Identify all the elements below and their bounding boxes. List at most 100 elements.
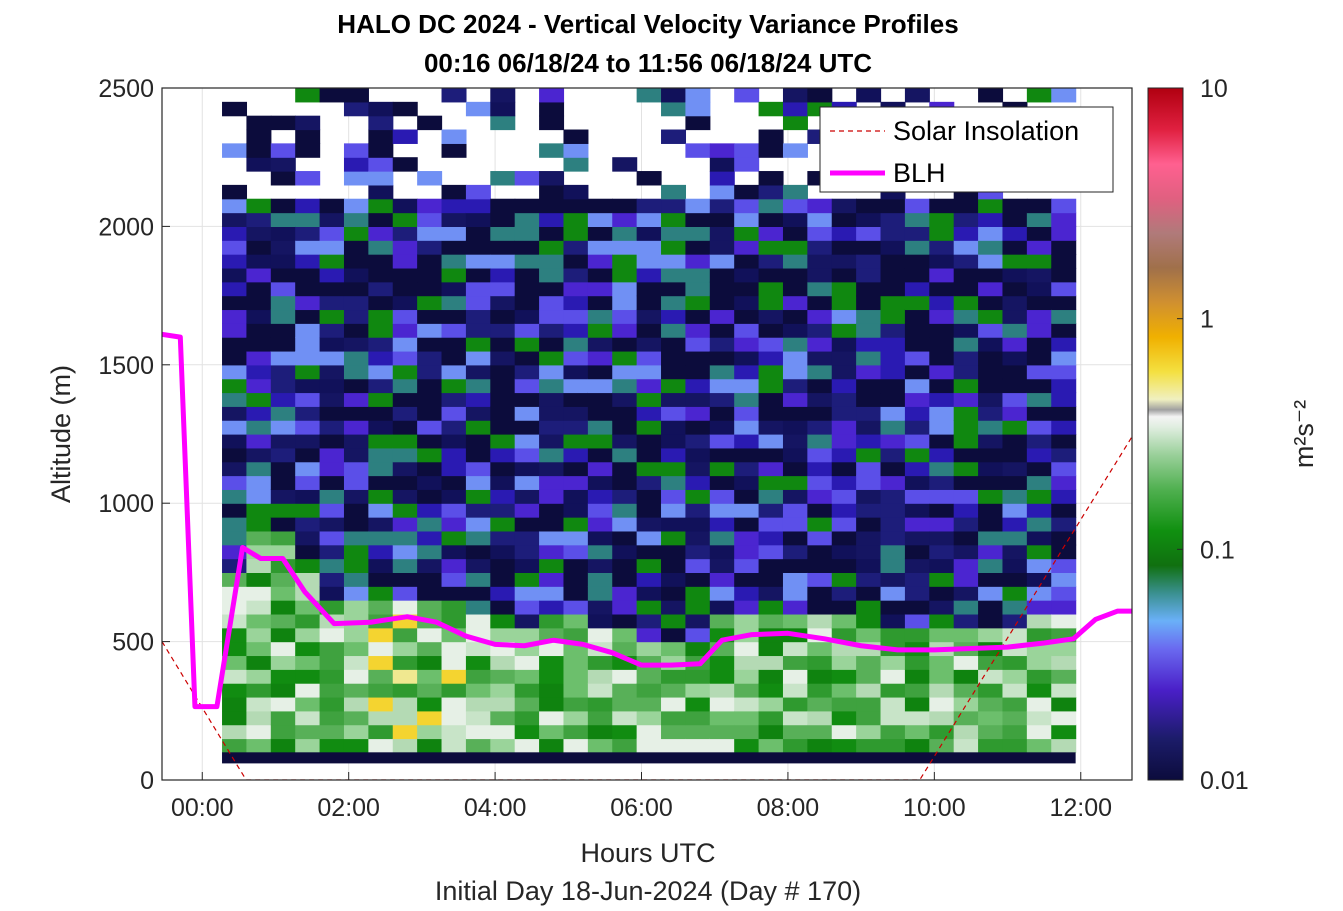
heatmap-cell bbox=[612, 295, 638, 311]
heatmap-cell bbox=[929, 240, 955, 255]
heatmap-cell bbox=[709, 572, 735, 587]
heatmap-cell bbox=[636, 281, 662, 297]
x-axis-label-2: Initial Day 18-Jun-2024 (Day # 170) bbox=[435, 876, 861, 906]
heatmap-cell bbox=[368, 129, 394, 144]
heatmap-cell bbox=[1051, 350, 1077, 366]
heatmap-cell bbox=[734, 724, 760, 740]
heatmap-cell bbox=[295, 350, 321, 366]
heatmap-cell bbox=[270, 212, 296, 227]
heatmap-cell bbox=[758, 226, 784, 241]
heatmap-cell bbox=[368, 240, 394, 255]
heatmap-cell bbox=[270, 281, 296, 297]
heatmap-cell bbox=[246, 683, 272, 698]
heatmap-cell bbox=[636, 489, 662, 504]
heatmap-cell bbox=[392, 447, 418, 463]
x-tick-label: 08:00 bbox=[757, 794, 820, 822]
heatmap-cell bbox=[222, 364, 248, 380]
heatmap-cell bbox=[587, 198, 613, 214]
heatmap-cell bbox=[831, 613, 857, 629]
heatmap-cell bbox=[441, 198, 467, 214]
heatmap-cell bbox=[709, 434, 735, 449]
heatmap-cell bbox=[246, 517, 272, 532]
heatmap-cell bbox=[343, 447, 369, 463]
heatmap-cell bbox=[319, 572, 345, 587]
heatmap-cell bbox=[295, 254, 321, 269]
heatmap-cell bbox=[831, 295, 857, 311]
heatmap-cell bbox=[661, 226, 687, 241]
heatmap-cell bbox=[490, 101, 516, 117]
heatmap-cell bbox=[758, 572, 784, 587]
heatmap-cell bbox=[709, 724, 735, 740]
heatmap-cell bbox=[904, 267, 930, 283]
heatmap-cell bbox=[734, 157, 760, 172]
heatmap-cell bbox=[978, 267, 1004, 283]
heatmap-cell bbox=[587, 544, 613, 560]
heatmap-cell bbox=[709, 683, 735, 698]
heatmap-cell bbox=[856, 517, 882, 532]
heatmap-cell bbox=[490, 544, 516, 560]
heatmap-cell bbox=[539, 226, 565, 241]
heatmap-cell bbox=[758, 212, 784, 227]
heatmap-cell bbox=[246, 475, 272, 490]
heatmap-cell bbox=[685, 226, 711, 241]
heatmap-cell bbox=[563, 323, 589, 338]
heatmap-cell bbox=[807, 267, 833, 283]
heatmap-cell bbox=[1026, 281, 1052, 297]
heatmap-cell bbox=[612, 696, 638, 712]
heatmap-cell bbox=[539, 212, 565, 227]
heatmap-cell bbox=[1026, 323, 1052, 338]
heatmap-cell bbox=[514, 392, 540, 407]
heatmap-cell bbox=[319, 710, 345, 726]
heatmap-cell bbox=[417, 392, 443, 407]
heatmap-cell bbox=[612, 420, 638, 435]
heatmap-cell bbox=[587, 558, 613, 573]
heatmap-cell bbox=[929, 669, 955, 684]
heatmap-cell bbox=[490, 350, 516, 366]
heatmap-cell bbox=[904, 309, 930, 324]
heatmap-cell bbox=[441, 420, 467, 435]
heatmap-cell bbox=[392, 655, 418, 670]
heatmap-cell bbox=[661, 683, 687, 698]
heatmap-cell bbox=[661, 392, 687, 407]
heatmap-cell bbox=[587, 434, 613, 449]
heatmap-cell bbox=[246, 724, 272, 740]
heatmap-cell bbox=[709, 669, 735, 684]
heatmap-cell bbox=[587, 475, 613, 490]
heatmap-cell bbox=[807, 475, 833, 490]
heatmap-cell bbox=[661, 572, 687, 587]
heatmap-cell bbox=[539, 724, 565, 740]
heatmap-cell bbox=[246, 281, 272, 297]
heatmap-cell bbox=[295, 281, 321, 297]
heatmap-cell bbox=[880, 281, 906, 297]
heatmap-cell bbox=[856, 530, 882, 546]
heatmap-cell bbox=[661, 129, 687, 144]
heatmap-cell bbox=[1026, 655, 1052, 670]
heatmap-cell bbox=[465, 475, 491, 490]
heatmap-cell bbox=[685, 240, 711, 255]
heatmap-cell bbox=[490, 420, 516, 435]
heatmap-cell bbox=[417, 281, 443, 297]
heatmap-cell bbox=[856, 613, 882, 629]
heatmap-cell bbox=[856, 738, 882, 753]
heatmap-cell bbox=[295, 129, 321, 144]
heatmap-cell bbox=[758, 641, 784, 657]
heatmap-cell bbox=[392, 420, 418, 435]
heatmap-cell bbox=[465, 101, 491, 117]
heatmap-cell bbox=[661, 350, 687, 366]
heatmap-cell bbox=[758, 669, 784, 684]
heatmap-cell bbox=[929, 738, 955, 753]
heatmap-cell bbox=[343, 281, 369, 297]
heatmap-cell bbox=[758, 710, 784, 726]
heatmap-cell bbox=[612, 157, 638, 172]
heatmap-cell bbox=[295, 143, 321, 158]
heatmap-cell bbox=[734, 683, 760, 698]
heatmap-cell bbox=[612, 558, 638, 573]
heatmap-cell bbox=[612, 600, 638, 615]
heatmap-cell bbox=[880, 489, 906, 504]
heatmap-cell bbox=[831, 724, 857, 740]
heatmap-cell bbox=[709, 364, 735, 380]
heatmap-cell bbox=[465, 696, 491, 712]
heatmap-cell bbox=[758, 530, 784, 546]
heatmap-cell bbox=[270, 669, 296, 684]
heatmap-cell bbox=[417, 558, 443, 573]
